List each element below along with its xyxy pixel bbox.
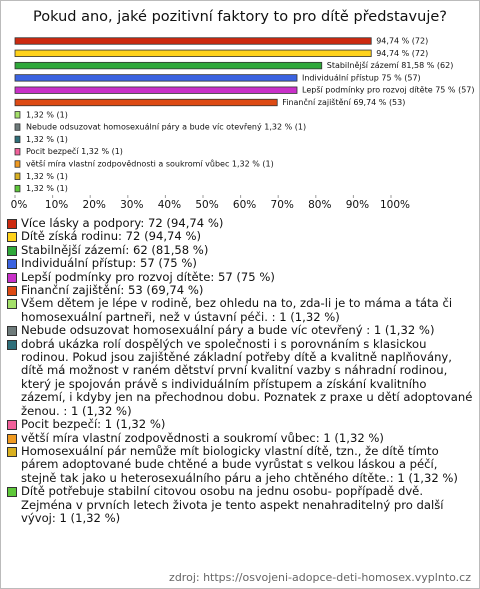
value-label: Finanční zajištění 69,74 % (53) xyxy=(282,97,405,107)
legend-label: Nebude odsuzovat homosexuální páry a bud… xyxy=(21,323,435,338)
legend-item: Individuální přístup: 57 (75 %) xyxy=(7,257,473,270)
legend-label: Stabilnější zázemí: 62 (81,58 %) xyxy=(21,242,209,257)
value-label: 1,32 % (1) xyxy=(26,110,68,119)
value-label: 1,32 % (1) xyxy=(26,184,68,193)
legend-swatch xyxy=(7,326,17,337)
x-tick-label: 30% xyxy=(120,199,143,211)
legend-swatch xyxy=(7,219,17,229)
legend-item: Lepší podmínky pro rozvoj dítěte: 57 (75… xyxy=(7,269,473,284)
legend-swatch xyxy=(7,446,17,457)
x-tick-label: 10% xyxy=(45,199,68,211)
x-tick-label: 90% xyxy=(346,199,369,211)
bar xyxy=(14,49,372,57)
legend-swatch xyxy=(7,339,17,350)
value-label: 1,32 % (1) xyxy=(26,172,68,181)
bar xyxy=(14,98,278,107)
legend-label: Všem dětem je lépe v rodině, bez ohledu … xyxy=(21,296,453,324)
bar xyxy=(14,184,21,193)
bar xyxy=(14,86,298,94)
legend-swatch xyxy=(7,286,17,297)
bar xyxy=(14,160,21,168)
legend-swatch xyxy=(7,433,17,444)
legend-item: Stabilnější zázemí: 62 (81,58 %) xyxy=(7,242,473,257)
legend-swatch xyxy=(7,420,17,431)
legend-swatch xyxy=(7,487,17,498)
bar xyxy=(14,123,21,131)
legend-swatch xyxy=(7,232,17,243)
value-label: 1,32 % (1) xyxy=(26,135,68,144)
chart: Pokud ano, jaké pozitivní faktory to pro… xyxy=(11,9,475,211)
legend-label: Finanční zajištění: 53 (69,74 %) xyxy=(21,283,204,298)
x-tick-label: 0% xyxy=(11,199,28,211)
bar xyxy=(14,61,323,70)
legend: Více lásky a podpory: 72 (94,74 %) Dítě z… xyxy=(7,216,473,525)
value-label: Lepší podmínky pro rozvoj dítěte 75 % (5… xyxy=(302,85,475,95)
legend-item: Pocit bezpečí: 1 (1,32 %) xyxy=(7,417,473,432)
x-tick-label: 70% xyxy=(271,199,294,211)
legend-item: Homosexuální pár nemůže mít biologicky v… xyxy=(7,443,473,485)
legend-label: Dítě získá rodinu: 72 (94,74 %) xyxy=(21,229,202,244)
bar xyxy=(14,74,298,82)
value-label: Stabilnější zázemí 81,58 % (62) xyxy=(327,60,454,70)
value-label: Individuální přístup 75 % (57) xyxy=(302,73,421,82)
bar xyxy=(14,37,372,45)
legend-label: Individuální přístup: 57 (75 %) xyxy=(21,256,197,271)
legend-label: Homosexuální pár nemůže mít biologicky v… xyxy=(21,443,458,485)
legend-item: Dítě potřebuje stabilní citovou osobu na… xyxy=(7,484,473,525)
source: zdroj: https://osvojeni-adopce-deti-homo… xyxy=(169,571,471,584)
legend-item: větší míra vlastní zodpovědnosti a soukr… xyxy=(7,430,473,445)
x-tick-label: 20% xyxy=(83,199,106,211)
legend-label: Dítě potřebuje stabilní citovou osobu na… xyxy=(21,484,444,525)
value-label: Nebude odsuzovat homosexuální páry a bud… xyxy=(26,123,306,132)
legend-swatch xyxy=(7,245,17,256)
legend-item: Všem dětem je lépe v rodině, bez ohledu … xyxy=(7,297,473,324)
legend-label: Lepší podmínky pro rozvoj dítěte: 57 (75… xyxy=(21,269,275,284)
legend-swatch xyxy=(7,259,17,270)
x-tick-label: 50% xyxy=(195,199,218,211)
bar xyxy=(14,148,21,156)
x-tick-label: 80% xyxy=(308,199,331,211)
legend-label: dobrá ukázka rolí dospělých ve společnos… xyxy=(21,336,473,418)
value-label: 94,74 % (72) xyxy=(376,37,428,46)
chart-title: Pokud ano, jaké pozitivní faktory to pro… xyxy=(33,9,447,25)
legend-item: Finanční zajištění: 53 (69,74 %) xyxy=(7,283,473,298)
bar xyxy=(14,135,21,144)
legend-label: Pocit bezpečí: 1 (1,32 %) xyxy=(21,417,166,432)
x-tick-label: 100% xyxy=(380,199,410,211)
legend-item: Více lásky a podpory: 72 (94,74 %) xyxy=(7,216,473,230)
value-label: 94,74 % (72) xyxy=(376,49,428,58)
bar xyxy=(14,172,21,180)
bar xyxy=(14,111,21,119)
legend-swatch xyxy=(7,272,17,283)
legend-item: Nebude odsuzovat homosexuální páry a bud… xyxy=(7,324,473,337)
legend-item: Dítě získá rodinu: 72 (94,74 %) xyxy=(7,230,473,243)
value-label: větší míra vlastní zodpovědnosti a soukr… xyxy=(26,159,274,169)
value-label: Pocit bezpečí 1,32 % (1) xyxy=(26,146,123,156)
legend-swatch xyxy=(7,299,17,310)
x-tick-label: 60% xyxy=(233,199,256,211)
x-tick-label: 40% xyxy=(158,199,181,211)
legend-item: dobrá ukázka rolí dospělých ve společnos… xyxy=(7,336,473,418)
legend-label: větší míra vlastní zodpovědnosti a soukr… xyxy=(21,430,384,445)
legend-label: Více lásky a podpory: 72 (94,74 %) xyxy=(21,216,224,230)
